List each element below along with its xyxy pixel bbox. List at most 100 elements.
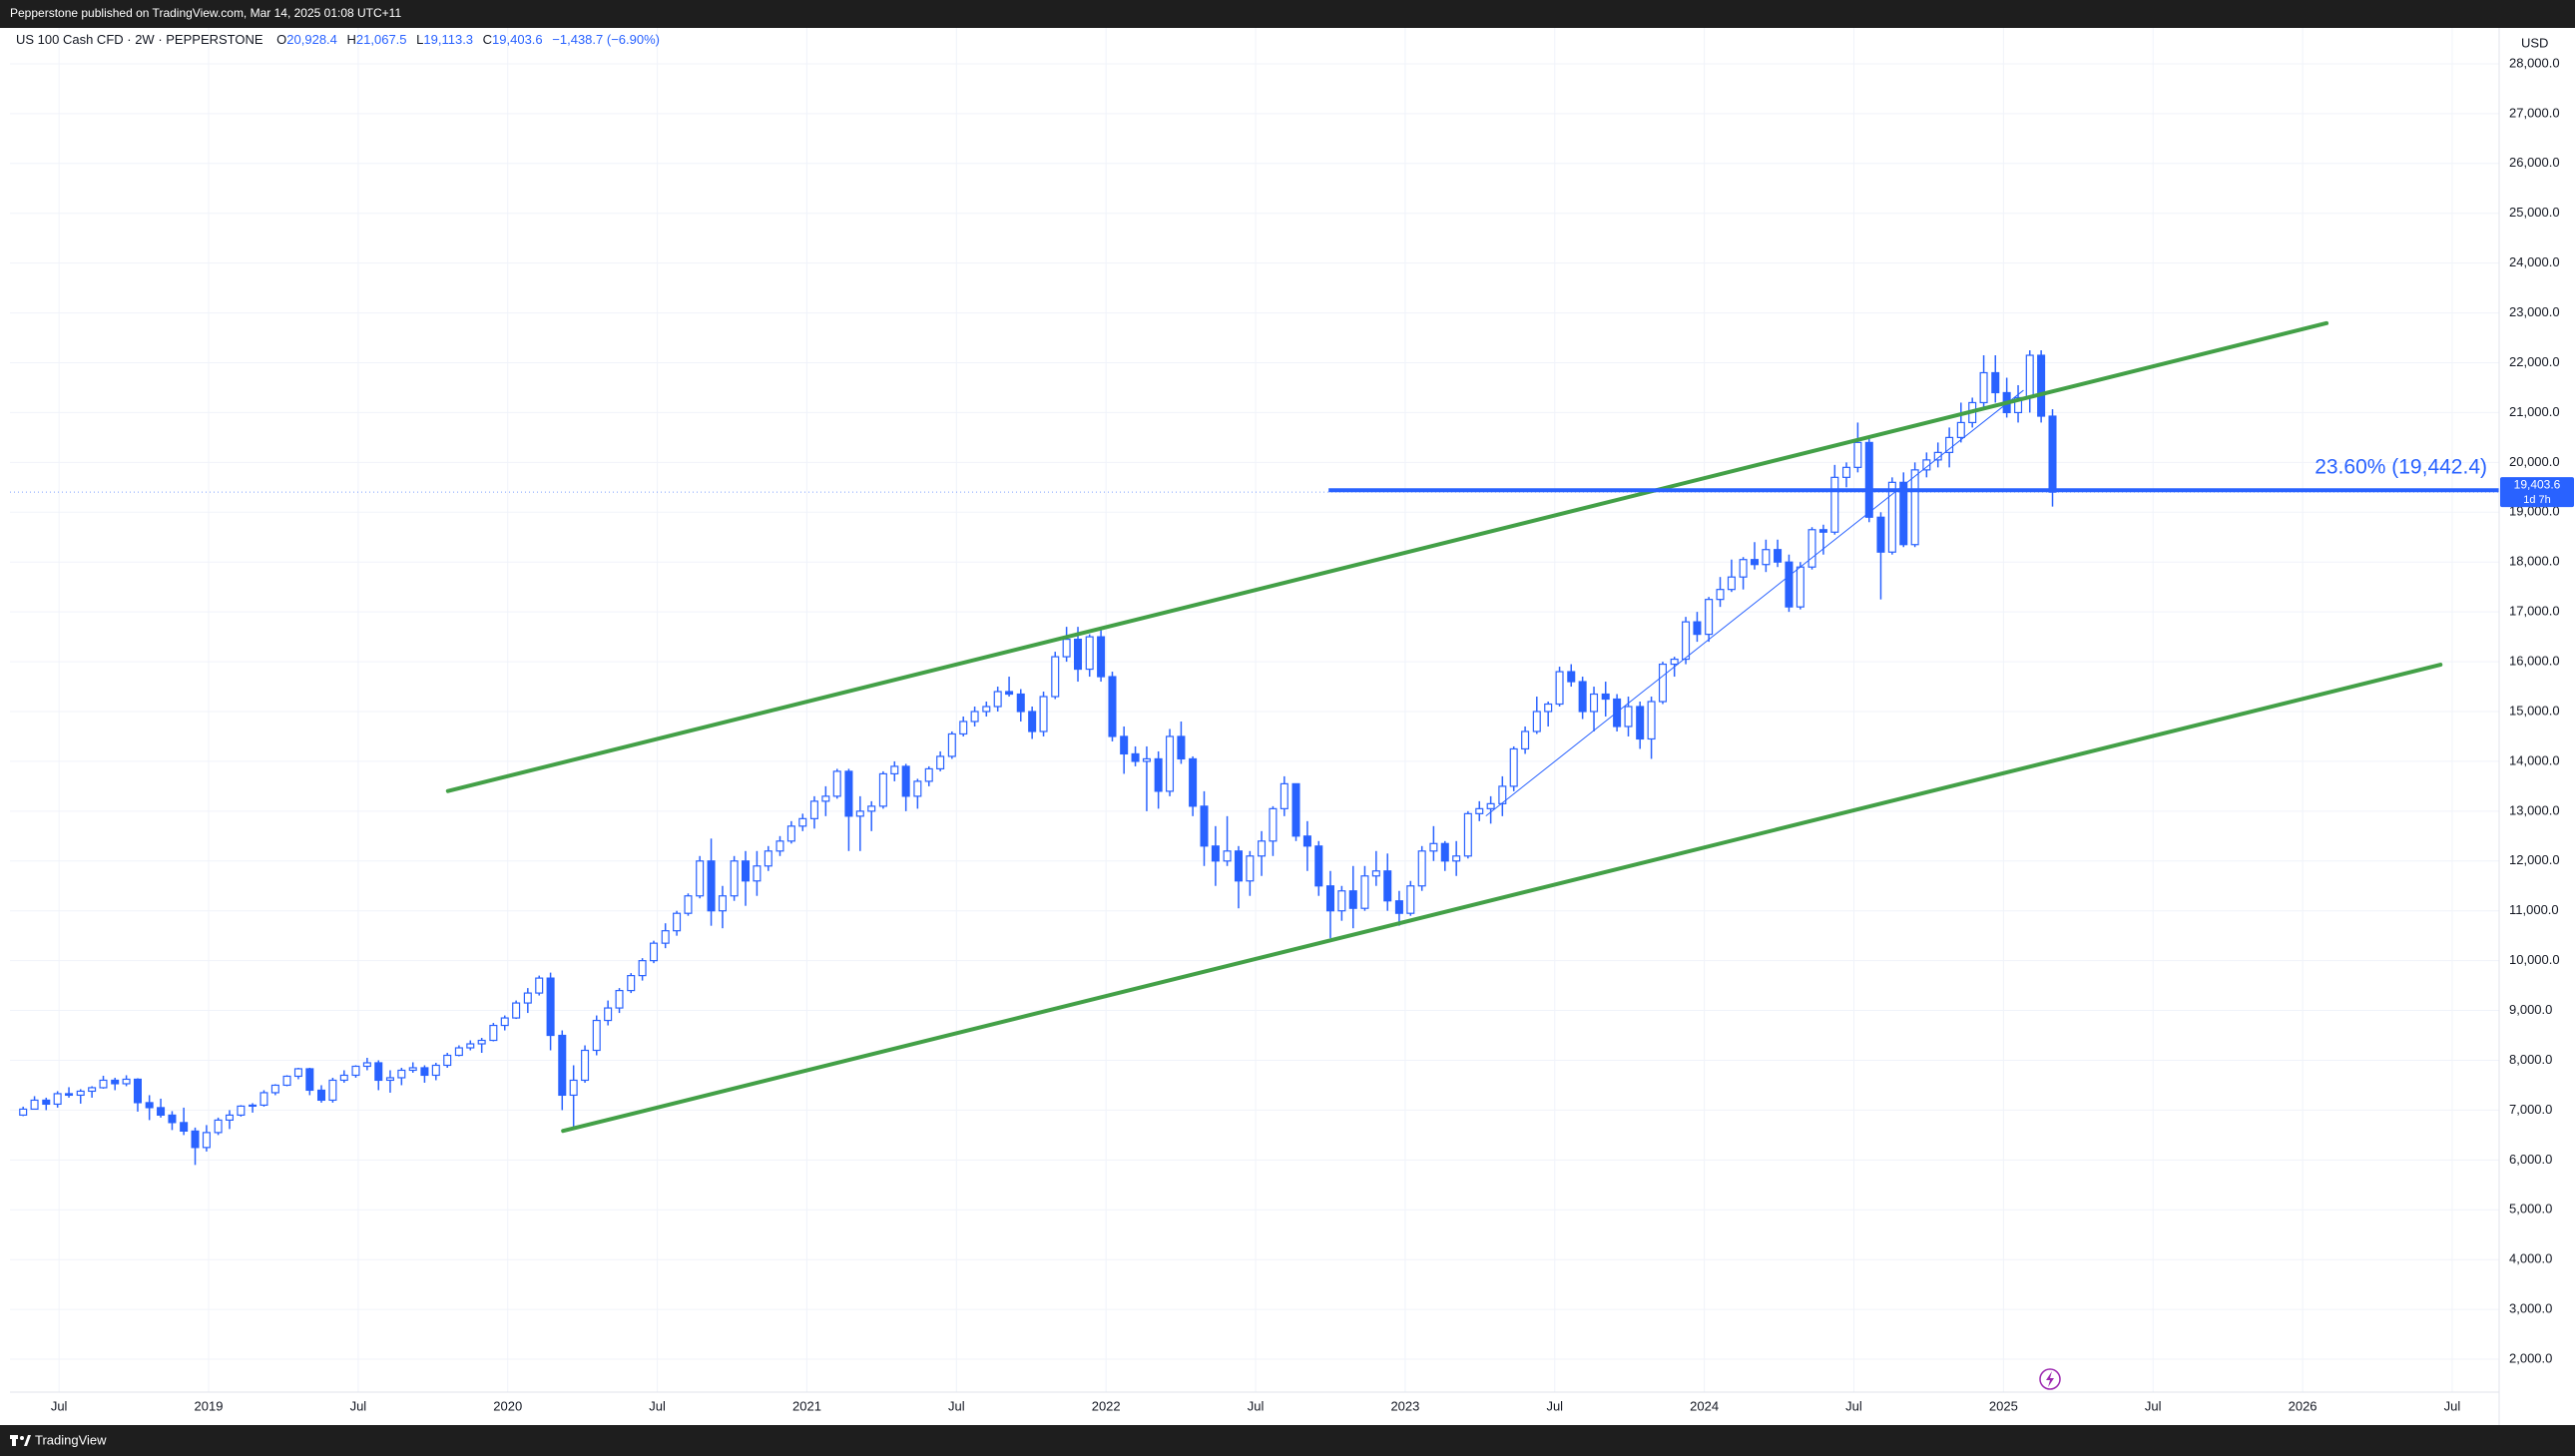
candle-body [42, 1099, 51, 1106]
candle-body [133, 1078, 142, 1104]
candle-body [466, 1043, 475, 1049]
candle-body [214, 1119, 223, 1134]
candle-body [1853, 441, 1862, 468]
candle-body [1727, 576, 1736, 591]
y-tick-label: 22,000.0 [2509, 354, 2560, 369]
x-tick-label: Jul [948, 1398, 965, 1413]
candle-body [1417, 850, 1426, 887]
y-tick-label: 18,000.0 [2509, 554, 2560, 569]
candle-body [1223, 850, 1232, 862]
legend-header: US 100 Cash CFD · 2W · PEPPERSTONE O20,9… [16, 32, 660, 47]
fib-level-label: 23.60% (19,442.4) [2315, 456, 2487, 479]
candle-body [1211, 845, 1220, 862]
candle-body [936, 755, 945, 770]
candle-body [786, 825, 795, 842]
candle-body [19, 1108, 28, 1117]
candle-body [1246, 855, 1255, 882]
candle-body [1475, 807, 1484, 814]
y-tick-label: 4,000.0 [2509, 1251, 2552, 1266]
candle-body [1555, 671, 1564, 706]
symbol-title: US 100 Cash CFD · 2W · PEPPERSTONE [16, 32, 263, 47]
event-icon [2039, 1368, 2061, 1390]
candle-body [512, 1002, 521, 1019]
candle-body [1624, 706, 1633, 728]
candle-body [191, 1130, 200, 1149]
candle-body [2037, 354, 2046, 417]
candle-body [65, 1093, 74, 1097]
y-tick-label: 20,000.0 [2509, 454, 2560, 469]
candle-body [489, 1024, 498, 1042]
x-tick-label: 2021 [792, 1398, 821, 1413]
x-tick-label: Jul [2444, 1398, 2461, 1413]
candle-body [1567, 671, 1576, 683]
grid [10, 28, 2499, 1392]
y-tick-label: 27,000.0 [2509, 105, 2560, 120]
y-tick-label: 17,000.0 [2509, 604, 2560, 619]
candle-body [76, 1090, 85, 1097]
candle-body [1120, 735, 1129, 755]
x-tick-label: 2020 [493, 1398, 522, 1413]
candle-body [604, 1007, 613, 1022]
y-tick-label: 5,000.0 [2509, 1202, 2552, 1216]
legend-key: L [416, 32, 423, 47]
y-tick-label: 16,000.0 [2509, 654, 2560, 669]
top-bar [0, 0, 2575, 28]
candle-body [798, 817, 807, 827]
candle-body [362, 1062, 371, 1068]
y-tick-label: 19,000.0 [2509, 504, 2560, 519]
candle-body [1486, 802, 1495, 809]
candle-body [259, 1092, 268, 1107]
x-tick-label: Jul [649, 1398, 666, 1413]
candle-body [775, 840, 784, 852]
candle-body [1463, 812, 1472, 857]
y-tick-label: 3,000.0 [2509, 1301, 2552, 1316]
candle-body [1073, 639, 1083, 671]
x-tick-label: 2023 [1390, 1398, 1419, 1413]
candle-body [1739, 559, 1748, 578]
candle-body [2014, 396, 2023, 414]
candle-body [1774, 549, 1783, 563]
candle-body [970, 711, 979, 723]
candle-body [684, 895, 693, 914]
candle-body [397, 1069, 406, 1079]
legend-value: 21,067.5 [356, 32, 407, 47]
candle-body [581, 1049, 590, 1082]
y-tick-label: 7,000.0 [2509, 1102, 2552, 1117]
candle-body [764, 850, 772, 867]
candle-body [1647, 701, 1656, 740]
candle-body [546, 977, 555, 1037]
candle-body [1108, 676, 1117, 737]
candle-body [1498, 785, 1507, 804]
candle-body [1177, 735, 1186, 760]
candle-body [901, 765, 910, 797]
candle-body [1658, 663, 1667, 703]
candle-body [1830, 476, 1839, 533]
candle-body [1142, 757, 1151, 762]
candle-body [249, 1104, 258, 1108]
candle-body [157, 1107, 166, 1117]
brand-logo [10, 1435, 31, 1446]
candle-body [890, 765, 899, 775]
candle-body [878, 772, 887, 807]
candle-body [282, 1075, 291, 1087]
publisher-note: Pepperstone published on TradingView.com… [10, 6, 401, 20]
candle-body [99, 1079, 108, 1089]
candle-body [225, 1114, 235, 1121]
price-label: 19,403.6 [2514, 477, 2561, 491]
candle-body [202, 1132, 211, 1149]
candle-body [1910, 469, 1919, 546]
candle-body [1887, 481, 1896, 553]
candle-body [1578, 681, 1587, 713]
candle-body [1131, 752, 1140, 762]
plot: 23.60% (19,442.4) [19, 320, 2499, 1166]
currency-label: USD [2521, 35, 2548, 50]
candle-body [673, 912, 682, 932]
axes: 2,000.0 3,000.0 4,000.0 5,000.0 6,000.0 7,000… [51, 55, 2574, 1413]
candle-body [832, 770, 841, 797]
trend-line [561, 663, 2443, 1134]
candle-body [168, 1114, 177, 1124]
legend-key: H [347, 32, 356, 47]
candle-body [1716, 589, 1725, 601]
candle-body [924, 767, 933, 782]
x-tick-label: Jul [1546, 1398, 1563, 1413]
